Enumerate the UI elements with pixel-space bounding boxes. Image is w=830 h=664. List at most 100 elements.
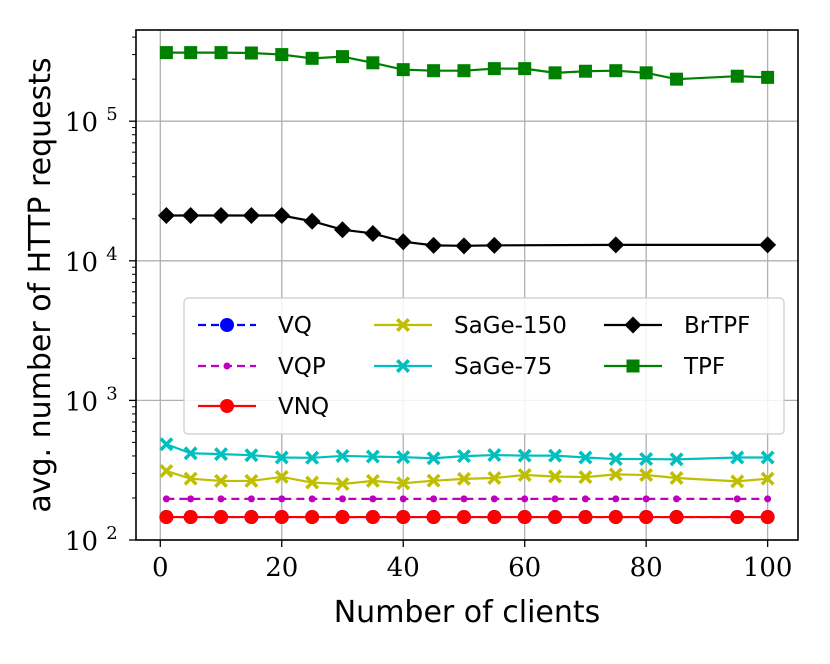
marker-point (639, 468, 654, 483)
marker-point (673, 495, 681, 503)
marker-point (639, 66, 653, 80)
marker-point (760, 450, 775, 465)
series-sage-75 (159, 437, 775, 467)
marker-point (551, 495, 559, 503)
marker-point (490, 495, 498, 503)
marker-point (608, 467, 623, 482)
marker-point (244, 46, 258, 60)
marker-point (396, 450, 411, 465)
legend-label: BrTPF (684, 313, 750, 339)
marker-point (427, 64, 441, 78)
marker-point (338, 495, 346, 503)
marker-point (669, 510, 684, 525)
marker-point (274, 510, 289, 525)
marker-point (157, 207, 175, 225)
marker-point (335, 476, 350, 491)
marker-point (639, 452, 654, 467)
marker-point (244, 510, 259, 525)
marker-point (183, 510, 198, 525)
marker-point (517, 448, 532, 463)
y-tick-label: 10 (65, 387, 98, 417)
x-tick-label: 80 (630, 553, 663, 583)
series-line (165, 443, 768, 461)
marker-point (214, 510, 229, 525)
marker-point (607, 236, 625, 254)
marker-point (548, 510, 563, 525)
y-tick-label: 10 (65, 248, 98, 278)
marker-point (487, 448, 502, 463)
x-axis-title: Number of clients (334, 595, 601, 630)
marker-point (187, 495, 195, 503)
marker-point (364, 224, 382, 242)
marker-point (394, 233, 412, 251)
marker-point (460, 495, 468, 503)
marker-point (455, 237, 473, 255)
series-line (166, 469, 768, 486)
marker-point (305, 510, 320, 525)
marker-point (581, 495, 589, 503)
marker-point (396, 476, 411, 491)
marker-point (159, 437, 174, 452)
marker-point (396, 359, 410, 373)
y-tick-exponent: 2 (106, 523, 117, 544)
marker-point (162, 495, 170, 503)
marker-point (333, 221, 351, 239)
marker-point (426, 473, 441, 488)
marker-point (275, 48, 289, 62)
marker-point (426, 510, 441, 525)
marker-point (274, 469, 289, 484)
marker-point (761, 70, 775, 84)
marker-point (223, 362, 231, 370)
y-tick-exponent: 4 (106, 244, 117, 265)
marker-point (487, 510, 502, 525)
marker-point (548, 448, 563, 463)
marker-point (305, 475, 320, 490)
marker-point (159, 510, 174, 525)
y-tick-label: 10 (65, 108, 98, 138)
marker-point (242, 207, 260, 225)
legend-label: VNQ (278, 394, 329, 420)
marker-point (214, 46, 228, 60)
marker-point (214, 473, 229, 488)
marker-point (608, 510, 623, 525)
marker-point (335, 510, 350, 525)
y-tick-label: 10 (65, 527, 98, 557)
marker-point (730, 69, 744, 83)
marker-point (399, 495, 407, 503)
x-tick-label: 20 (265, 553, 298, 583)
legend-item-sage-75: SaGe-75 (374, 354, 552, 380)
marker-point (642, 495, 650, 503)
marker-point (456, 471, 471, 486)
marker-point (669, 452, 684, 467)
marker-point (521, 495, 529, 503)
x-tick-label: 100 (743, 553, 793, 583)
legend-item-vq: VQ (198, 313, 312, 339)
legend-item-tpf: TPF (604, 354, 725, 380)
marker-point (217, 495, 225, 503)
y-axis-title: avg. number of HTTP requests (23, 57, 58, 512)
marker-point (733, 495, 741, 503)
marker-point (430, 495, 438, 503)
marker-point (548, 66, 562, 80)
series-tpf (159, 46, 775, 86)
marker-point (369, 495, 377, 503)
marker-point (518, 62, 532, 76)
marker-point (517, 468, 532, 483)
marker-point (457, 64, 471, 78)
marker-point (183, 471, 198, 486)
marker-point (278, 495, 286, 503)
legend-label: VQP (278, 354, 326, 380)
marker-point (456, 449, 471, 464)
marker-point (578, 450, 593, 465)
marker-point (578, 510, 593, 525)
marker-point (365, 510, 380, 525)
x-tick-label: 0 (152, 553, 169, 583)
marker-point (244, 473, 259, 488)
legend-label: TPF (683, 354, 725, 380)
marker-point (335, 50, 349, 64)
marker-point (396, 510, 411, 525)
marker-point (669, 471, 684, 486)
legend-item-sage-150: SaGe-150 (374, 313, 567, 339)
marker-point (214, 447, 229, 462)
